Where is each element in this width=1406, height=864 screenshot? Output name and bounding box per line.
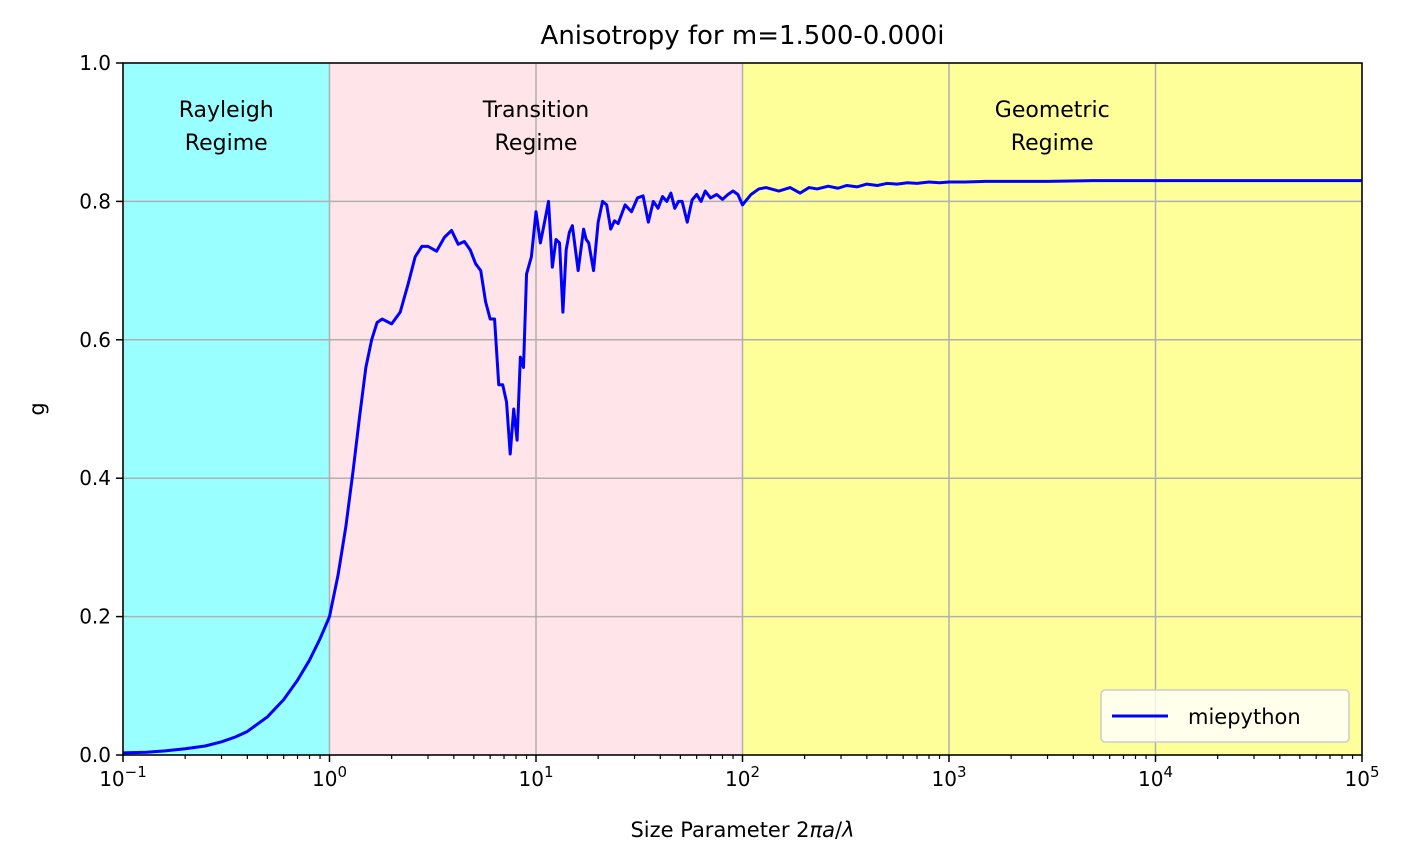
region-label-line2-1: Regime [495,131,578,156]
region-label-line1-1: Transition [482,98,589,123]
x-tick-label: 103 [932,763,967,791]
y-tick-label: 0.2 [79,605,111,629]
region-labels: Rayleigh Regime Transition Regime Geometric R… [179,98,1110,156]
y-tick-label: 0.6 [79,328,111,352]
x-axis-label-lambda: λ [841,818,854,842]
series-line-miepython [122,179,1362,755]
legend-box [1100,689,1350,743]
y-tick-label: 0.4 [79,466,111,490]
x-axis-label-slash: / [835,818,843,842]
legend-label: miepython [1188,705,1301,729]
x-tick-label: 105 [1345,763,1380,791]
x-tick-label: 101 [519,763,554,791]
region-label-line2-0: Regime [185,131,268,156]
x-axis-label: Size Parameter 2πa/λ [630,818,854,842]
y-axis-ticks: 0.0 0.2 0.4 0.6 0.8 1.0 [79,51,123,767]
x-tick-label: 102 [725,763,760,791]
y-tick-label: 1.0 [79,51,111,75]
y-tick-label: 0.0 [79,743,111,767]
region-band-2 [742,63,1362,755]
x-tick-label: 104 [1138,763,1173,791]
chart-title: Anisotropy for m=1.500-0.000i [541,21,945,51]
series-layer [122,179,1362,755]
region-band-0 [123,63,330,755]
x-tick-label: 100 [312,763,347,791]
region-label-line1-2: Geometric [995,98,1110,123]
legend: miepython [1100,689,1350,743]
x-axis-label-prefix: Size Parameter 2 [630,818,809,842]
y-axis-label: g [25,402,49,415]
region-label-line1-0: Rayleigh [179,98,274,123]
region-label-line2-2: Regime [1011,131,1094,156]
y-tick-label: 0.8 [79,189,111,213]
x-tick-label: 10−1 [99,763,147,791]
x-axis-label-italic: πa [810,818,836,842]
x-axis-ticks: 10−1 100 101 102 103 104 105 [99,755,1380,791]
